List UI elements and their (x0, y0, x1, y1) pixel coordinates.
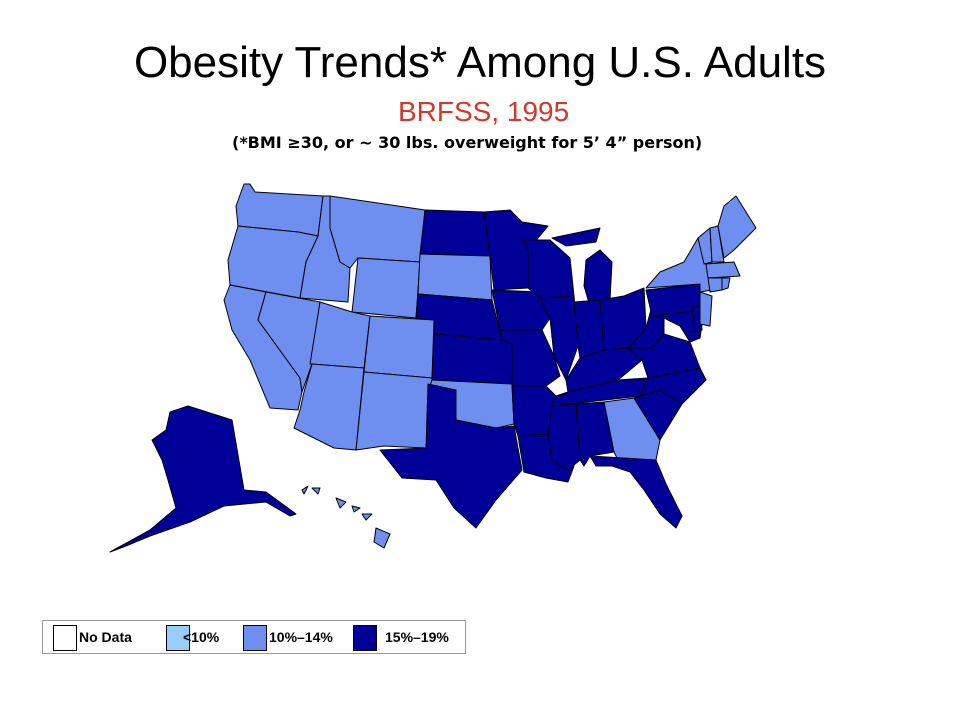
bmi-footnote: (*BMI ≥30, or ~ 30 lbs. overweight for 5… (232, 133, 703, 152)
state-mt (329, 195, 426, 269)
state-wy (351, 257, 421, 319)
state-wi (521, 239, 575, 299)
legend-label-15-19: 15%–19% (385, 629, 449, 645)
legend-swatch-no-data (53, 625, 77, 651)
legend-swatch-lt10 (166, 625, 190, 651)
state-co (363, 315, 435, 379)
legend-label-no-data: No Data (79, 629, 132, 645)
state-hi (301, 485, 391, 549)
state-ct (707, 277, 723, 293)
page-subtitle: BRFSS, 1995 (398, 96, 570, 127)
state-nj (699, 291, 713, 327)
state-nd (419, 209, 491, 257)
legend-label-10-14: 10%–14% (269, 629, 333, 645)
state-me (717, 195, 757, 259)
state-nm (355, 371, 433, 451)
state-ri (721, 277, 731, 291)
state-nh (709, 225, 725, 263)
state-ma (705, 261, 741, 279)
state-sd (417, 253, 493, 301)
legend-swatch-15-19 (353, 625, 377, 651)
state-fl (589, 455, 683, 529)
state-ak (109, 405, 297, 553)
state-in (573, 299, 605, 359)
legend-swatch-10-14 (243, 625, 267, 651)
page-title: Obesity Trends* Among U.S. Adults (133, 38, 827, 87)
state-ms (547, 403, 581, 471)
map-legend: No Data <10% 10%–14% 15%–19% (42, 620, 466, 654)
state-ks (431, 333, 513, 385)
state-tx (379, 383, 523, 529)
legend-label-lt10: <10% (183, 629, 220, 645)
